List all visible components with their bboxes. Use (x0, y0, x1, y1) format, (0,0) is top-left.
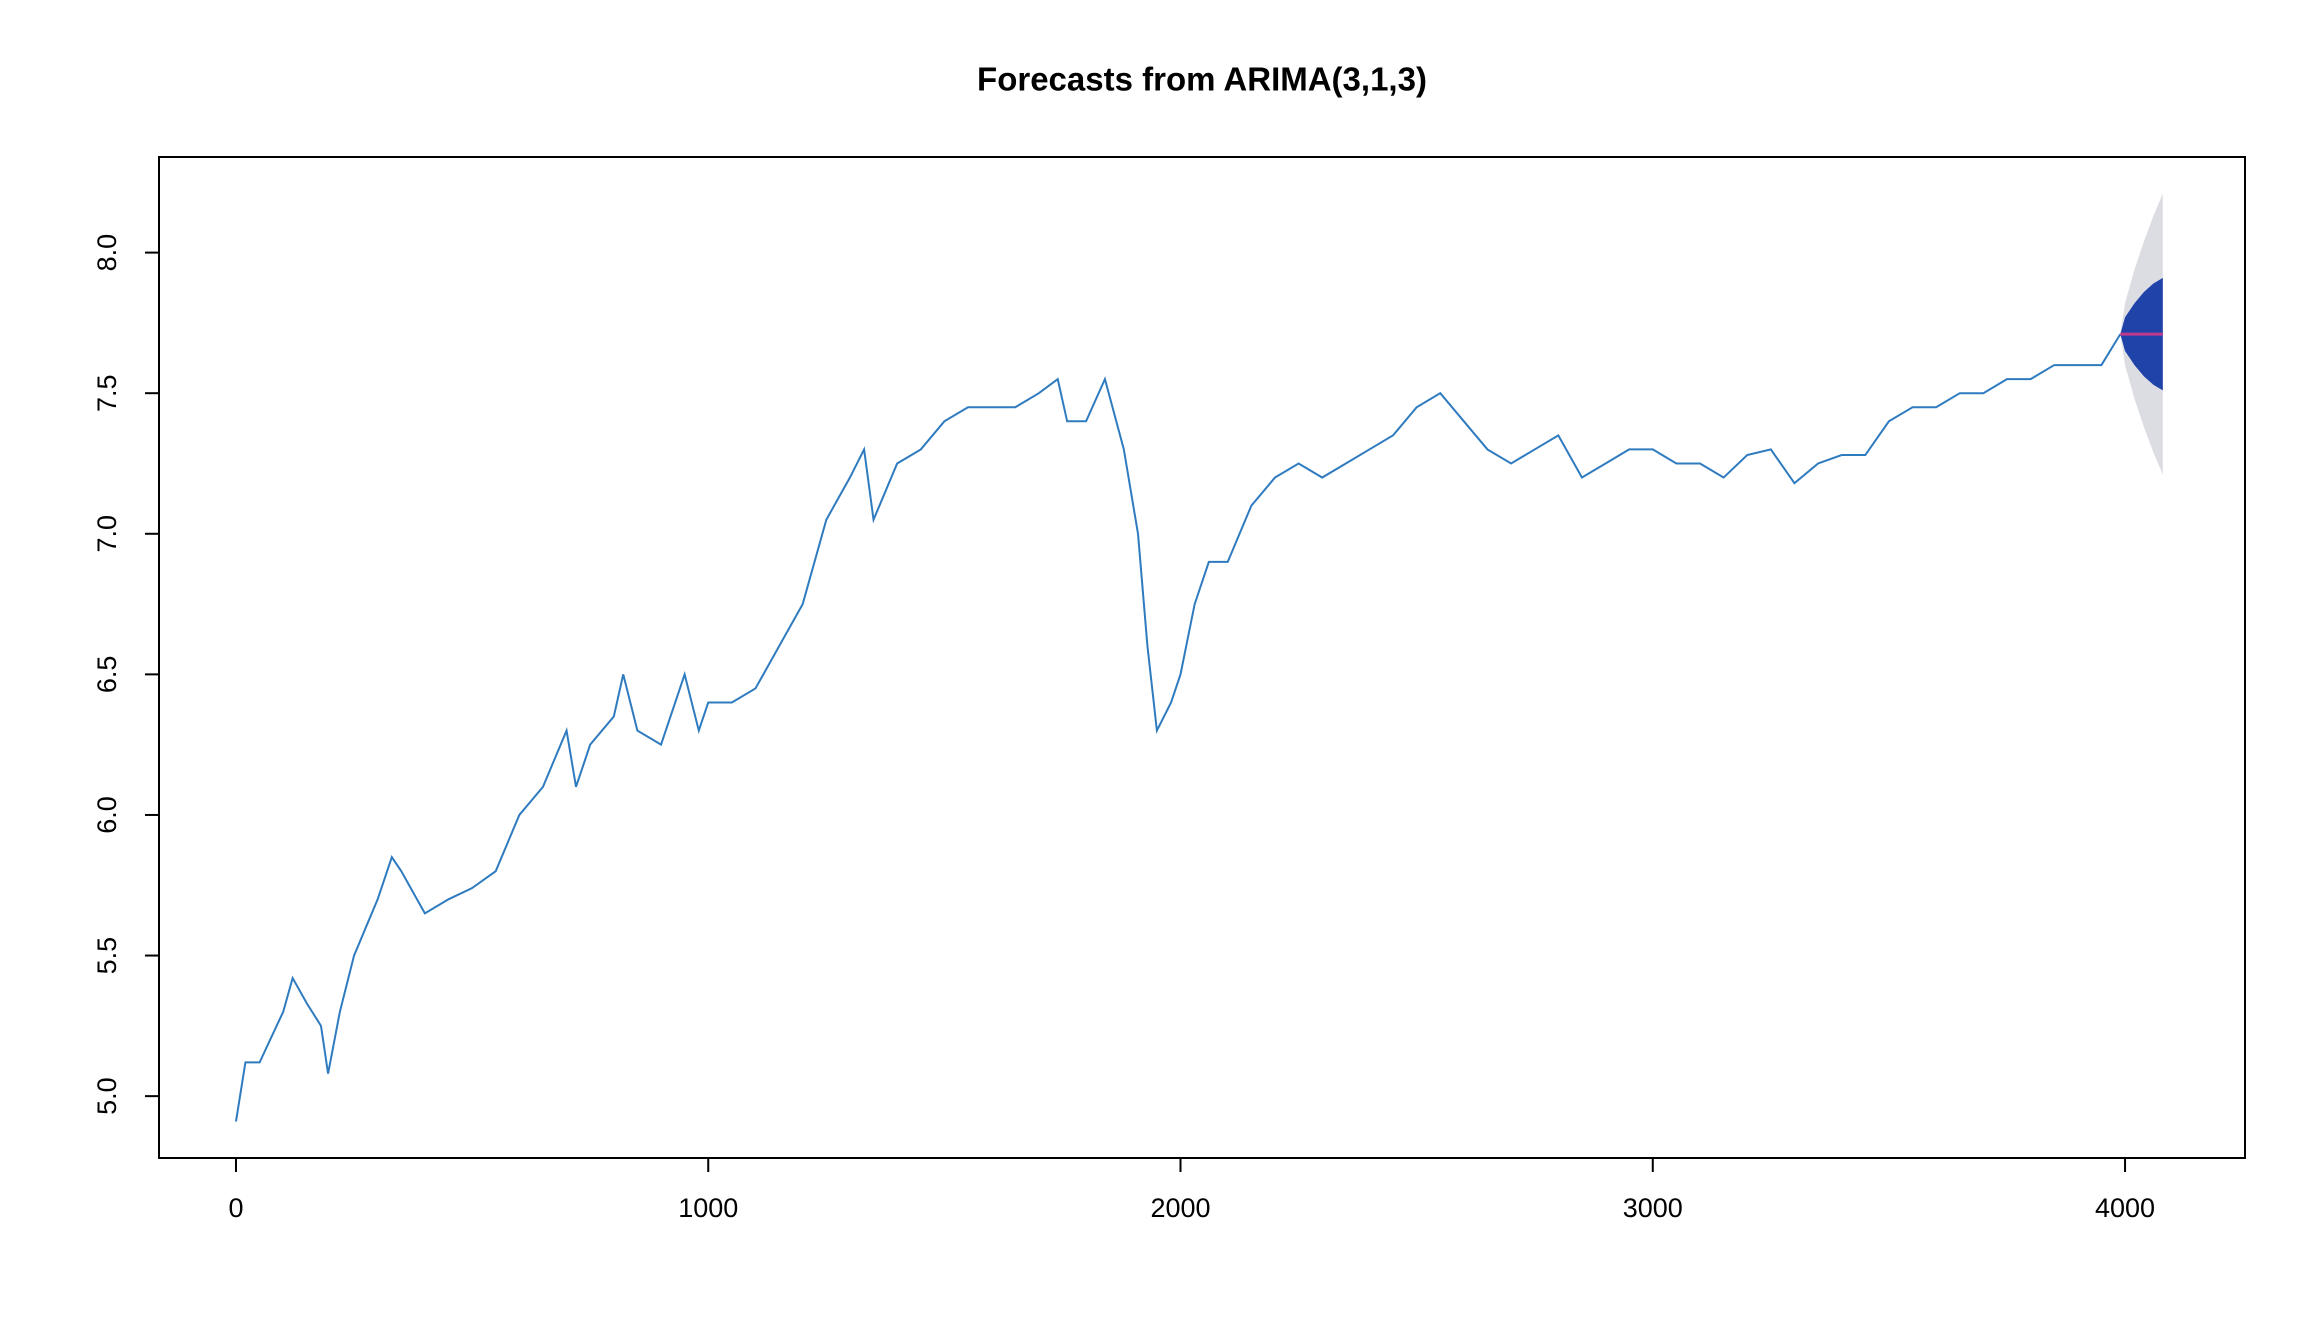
x-tick-label: 2000 (1150, 1193, 1210, 1223)
y-tick-label: 5.5 (92, 937, 122, 975)
chart-title: Forecasts from ARIMA(3,1,3) (977, 61, 1427, 98)
history-line (234, 333, 2122, 1122)
y-tick-label: 7.5 (92, 374, 122, 412)
x-tick-label: 3000 (1623, 1193, 1683, 1223)
x-tick-label: 0 (228, 1193, 243, 1223)
x-tick-label: 4000 (2095, 1193, 2155, 1223)
y-tick-label: 7.0 (92, 515, 122, 553)
y-tick-label: 6.0 (92, 796, 122, 834)
y-tick-label: 5.0 (92, 1077, 122, 1115)
y-tick-label: 6.5 (92, 656, 122, 694)
y-tick-label: 8.0 (92, 234, 122, 272)
x-tick-label: 1000 (678, 1193, 738, 1223)
plot-frame (158, 156, 2246, 1159)
